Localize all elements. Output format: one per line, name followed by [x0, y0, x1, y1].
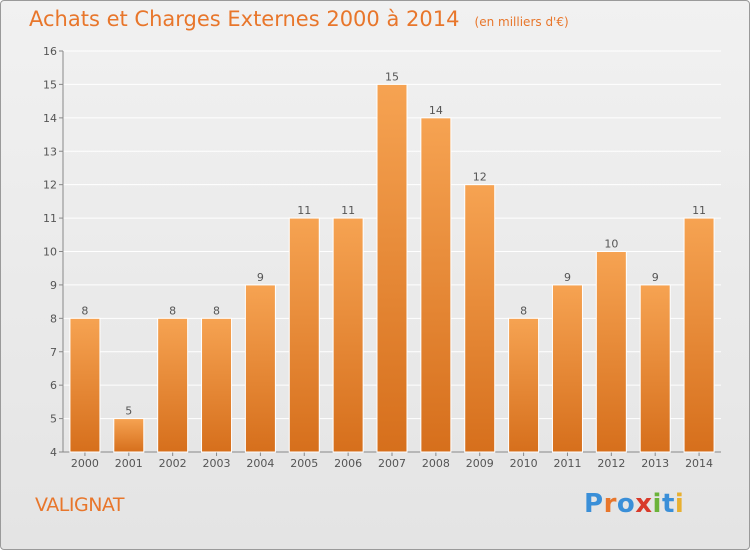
bar	[244, 284, 276, 453]
x-tick-label: 2002	[159, 457, 187, 470]
bar-value-label: 8	[169, 304, 176, 317]
x-tick-label: 2008	[422, 457, 450, 470]
logo-letter: r	[603, 489, 617, 519]
bar	[420, 117, 452, 453]
x-tick-label: 2001	[115, 457, 143, 470]
y-tick-label: 6	[50, 379, 57, 392]
y-tick-label: 12	[43, 179, 57, 192]
x-tick-label: 2005	[290, 457, 318, 470]
bar-value-label: 9	[564, 271, 571, 284]
y-tick-label: 13	[43, 145, 57, 158]
bar	[201, 317, 233, 453]
bar	[288, 217, 320, 453]
bar-value-label: 8	[520, 304, 527, 317]
x-tick-label: 2003	[203, 457, 231, 470]
x-tick-label: 2004	[246, 457, 274, 470]
bar-value-label: 11	[297, 204, 311, 217]
x-tick-label: 2014	[685, 457, 713, 470]
logo-letter: t	[661, 489, 675, 519]
y-tick-label: 15	[43, 78, 57, 91]
bar-value-label: 9	[652, 271, 659, 284]
bar-value-label: 9	[257, 271, 264, 284]
bar-value-label: 8	[81, 304, 88, 317]
bar-value-label: 14	[429, 104, 443, 117]
bar	[157, 317, 189, 453]
bar	[683, 217, 715, 453]
x-tick-label: 2009	[466, 457, 494, 470]
bar	[551, 284, 583, 453]
bar-value-label: 15	[385, 70, 399, 83]
y-tick-label: 14	[43, 112, 57, 125]
x-tick-label: 2000	[71, 457, 99, 470]
logo-letter: o	[616, 489, 636, 519]
bars	[69, 83, 715, 453]
x-tick-label: 2011	[553, 457, 581, 470]
chart-title: Achats et Charges Externes 2000 à 2014	[29, 7, 460, 31]
bar-value-label: 5	[125, 405, 132, 418]
chart-title-block: Achats et Charges Externes 2000 à 2014 (…	[29, 7, 569, 31]
y-tick-label: 5	[50, 413, 57, 426]
proxiti-logo: Proxiti	[584, 489, 684, 519]
bar	[508, 317, 540, 453]
chart-unit: (en milliers d'€)	[474, 15, 569, 29]
logo-letter: i	[674, 489, 685, 519]
bar	[332, 217, 364, 453]
logo-letter: x	[635, 489, 653, 519]
bar	[595, 251, 627, 453]
x-tick-label: 2006	[334, 457, 362, 470]
bar	[639, 284, 671, 453]
y-tick-label: 8	[50, 312, 57, 325]
x-tick-label: 2010	[510, 457, 538, 470]
bar-value-label: 8	[213, 304, 220, 317]
bar-value-label: 10	[604, 238, 618, 251]
bar-value-label: 11	[341, 204, 355, 217]
y-tick-label: 4	[50, 446, 57, 459]
bar-value-label: 12	[473, 171, 487, 184]
bar	[464, 184, 496, 453]
logo-letter: i	[652, 489, 662, 519]
y-tick-label: 11	[43, 212, 57, 225]
y-tick-label: 16	[43, 45, 57, 58]
y-tick-label: 10	[43, 246, 57, 259]
x-tick-label: 2013	[641, 457, 669, 470]
bar	[113, 418, 145, 453]
bar-value-label: 11	[692, 204, 706, 217]
place-name: VALIGNAT	[35, 494, 125, 516]
labels: 4 5 6 7 8 9 10 11 12 13 14 15 16 8 2000 5 2001 8 2002 8 2003…	[43, 45, 713, 470]
y-tick-label: 9	[50, 279, 57, 292]
y-tick-label: 7	[50, 346, 57, 359]
bar	[69, 317, 101, 453]
bar	[376, 83, 408, 453]
x-tick-label: 2012	[597, 457, 625, 470]
logo-letter: P	[584, 489, 604, 519]
x-tick-label: 2007	[378, 457, 406, 470]
